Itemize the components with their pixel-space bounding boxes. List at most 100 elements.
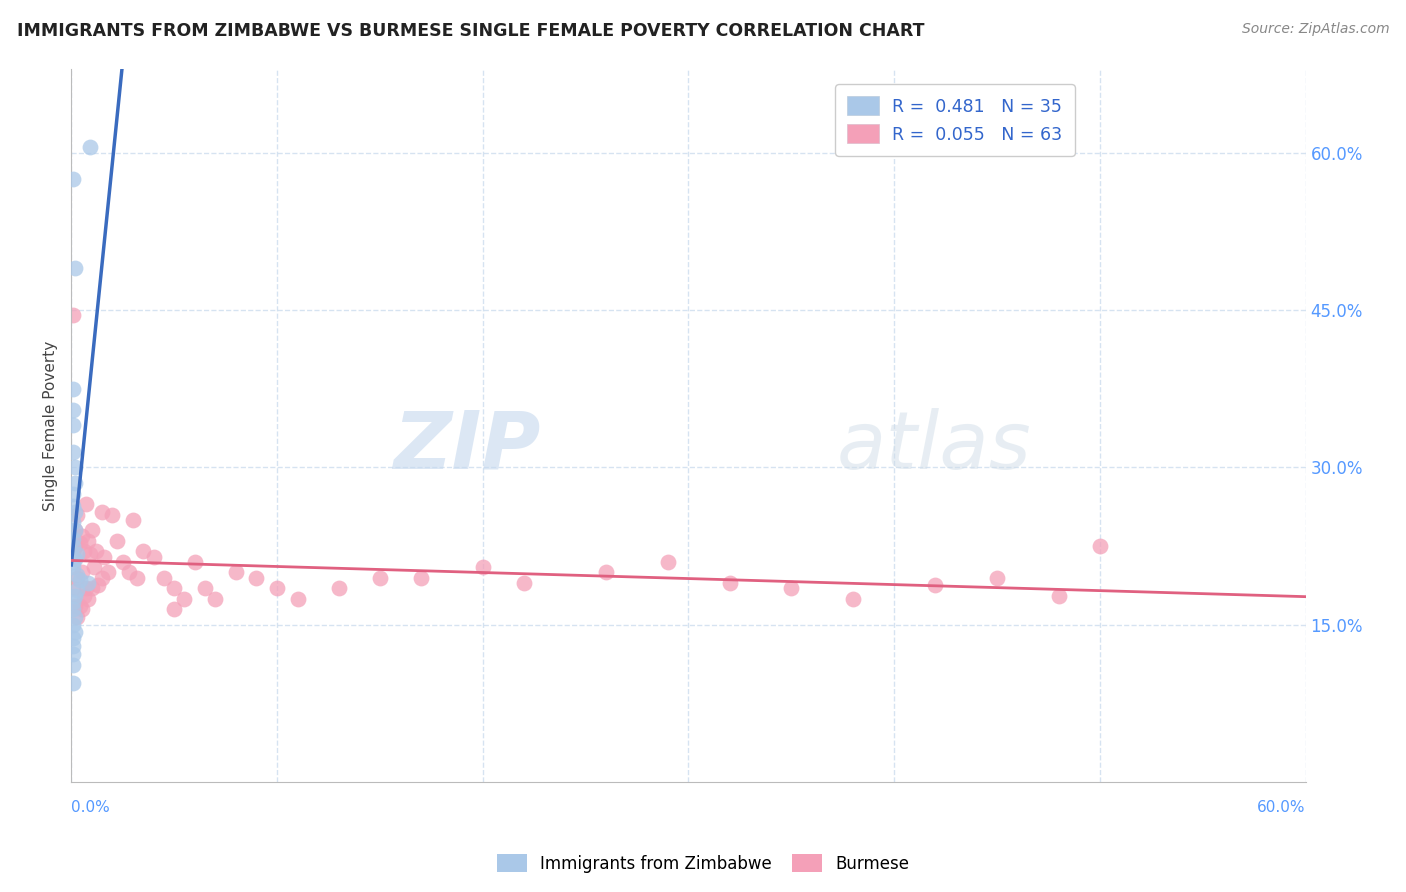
Point (65, 524, 87, 538)
Point (62, 560, 84, 574)
Point (91, 571, 114, 585)
Point (62, 402, 84, 417)
Point (70, 602, 93, 616)
Point (62, 595, 84, 609)
Point (194, 581, 217, 595)
Point (62, 657, 84, 672)
Point (142, 549, 165, 564)
Point (173, 591, 195, 606)
Point (69, 536, 91, 550)
Legend: Immigrants from Zimbabwe, Burmese: Immigrants from Zimbabwe, Burmese (491, 847, 915, 880)
Point (65, 524, 87, 538)
Point (66, 609, 89, 624)
Point (66, 508, 89, 522)
Point (84, 544, 107, 558)
Point (118, 566, 141, 580)
Point (122, 513, 145, 527)
Point (69, 599, 91, 613)
Point (83, 560, 105, 574)
Point (69, 573, 91, 587)
Point (1088, 539, 1111, 553)
Point (287, 591, 309, 606)
Point (72, 589, 94, 603)
Point (62, 631, 84, 645)
Point (62, 486, 84, 500)
Point (97, 566, 120, 580)
Text: IMMIGRANTS FROM ZIMBABWE VS BURMESE SINGLE FEMALE POVERTY CORRELATION CHART: IMMIGRANTS FROM ZIMBABWE VS BURMESE SING… (17, 22, 924, 40)
Point (105, 533, 128, 548)
Point (66, 547, 89, 561)
Point (76, 533, 98, 548)
Legend: R =  0.481   N = 35, R =  0.055   N = 63: R = 0.481 N = 35, R = 0.055 N = 63 (835, 85, 1074, 156)
Point (245, 571, 267, 585)
Point (65, 260, 87, 275)
Point (368, 571, 391, 585)
Point (66, 583, 89, 598)
Point (842, 591, 865, 606)
Point (62, 555, 84, 569)
Point (62, 171, 84, 186)
Text: ZIP: ZIP (392, 408, 540, 486)
Point (62, 618, 84, 632)
Point (62, 515, 84, 529)
Point (66, 571, 89, 585)
Point (91, 504, 114, 518)
Point (76, 591, 98, 606)
Text: Source: ZipAtlas.com: Source: ZipAtlas.com (1241, 22, 1389, 37)
Point (65, 539, 87, 553)
Point (65, 476, 87, 491)
Point (111, 555, 134, 569)
Point (80, 524, 103, 538)
Point (409, 571, 432, 585)
Point (62, 648, 84, 662)
Point (62, 444, 84, 458)
Point (79, 140, 101, 154)
Point (595, 566, 617, 580)
Point (225, 566, 247, 580)
Point (62, 532, 84, 546)
Point (65, 589, 87, 603)
Point (184, 555, 207, 569)
Point (513, 576, 536, 591)
Point (62, 539, 84, 553)
Point (986, 571, 1008, 585)
Point (75, 497, 97, 511)
Point (65, 599, 87, 613)
Point (65, 460, 87, 475)
Point (471, 560, 494, 574)
Point (76, 576, 98, 591)
Point (924, 578, 946, 592)
Point (657, 555, 679, 569)
Point (153, 571, 176, 585)
Point (127, 571, 149, 585)
Point (62, 639, 84, 653)
Point (65, 625, 87, 640)
Point (87, 578, 110, 592)
Point (328, 581, 350, 595)
Text: 60.0%: 60.0% (1257, 800, 1306, 815)
Point (163, 602, 186, 616)
Point (65, 551, 87, 566)
Point (80, 581, 103, 595)
Point (718, 576, 741, 591)
Point (62, 602, 84, 616)
Y-axis label: Single Female Poverty: Single Female Poverty (44, 341, 58, 510)
Point (79, 547, 101, 561)
Point (780, 581, 803, 595)
Point (266, 581, 288, 595)
Point (62, 544, 84, 558)
Text: 0.0%: 0.0% (72, 800, 110, 815)
Point (62, 382, 84, 396)
Point (72, 544, 94, 558)
Point (132, 544, 155, 558)
Point (75, 581, 97, 595)
Point (204, 591, 226, 606)
Point (62, 418, 84, 433)
Point (62, 581, 84, 595)
Point (62, 675, 84, 690)
Text: atlas: atlas (837, 408, 1031, 486)
Point (163, 581, 186, 595)
Point (65, 504, 87, 518)
Point (66, 567, 89, 582)
Point (62, 308, 84, 322)
